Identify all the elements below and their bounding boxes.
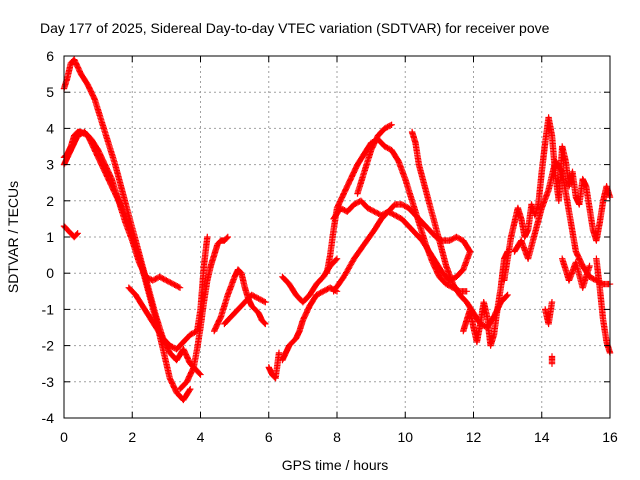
- series-track-c: [60, 128, 184, 291]
- x-tick-label: 14: [534, 429, 550, 445]
- data-point-markers: [279, 284, 341, 364]
- y-tick-label: -2: [42, 338, 55, 354]
- y-tick-label: 1: [46, 229, 54, 245]
- series-track-p: [408, 128, 511, 331]
- data-point-markers: [265, 349, 283, 382]
- grid-layer: [64, 56, 610, 418]
- series-track-h: [221, 291, 269, 328]
- x-tick-label: 6: [265, 429, 273, 445]
- series-track-j: [279, 284, 341, 364]
- y-tick-label: -1: [42, 301, 55, 317]
- data-point-markers: [211, 266, 269, 335]
- y-tick-label: -3: [42, 374, 55, 390]
- data-point-markers: [60, 128, 194, 404]
- data-point-markers: [559, 255, 593, 291]
- series-track-b: [60, 128, 194, 404]
- y-tick-label: -4: [42, 410, 55, 426]
- data-point-markers: [60, 56, 204, 378]
- series-track-g: [211, 266, 269, 335]
- y-tick-label: 0: [46, 265, 54, 281]
- x-tick-label: 12: [466, 429, 482, 445]
- x-axis-label: GPS time / hours: [282, 457, 389, 473]
- series-track-f: [176, 233, 231, 393]
- series-track-n: [330, 201, 474, 295]
- data-point-markers: [176, 233, 231, 393]
- data-point-markers: [354, 121, 395, 197]
- y-tick-label: 5: [46, 84, 54, 100]
- x-tick-label: 10: [397, 429, 413, 445]
- y-axis-label: SDTVAR / TECUs: [5, 181, 21, 293]
- data-point-markers: [542, 298, 556, 328]
- marks-layer: [60, 56, 614, 404]
- ticks-layer: [63, 55, 611, 419]
- y-tick-label: 3: [46, 157, 54, 173]
- x-tick-label: 4: [197, 429, 205, 445]
- data-point-markers: [330, 201, 474, 295]
- series-track-a: [60, 56, 204, 378]
- series-track-v: [593, 255, 614, 357]
- chart-title: Day 177 of 2025, Sidereal Day-to-day VTE…: [40, 20, 550, 36]
- series-track-t: [542, 298, 556, 328]
- y-tick-label: 4: [46, 120, 54, 136]
- data-point-markers: [221, 291, 269, 328]
- x-tick-label: 0: [60, 429, 68, 445]
- series-track-r: [501, 114, 614, 284]
- x-tick-label: 16: [602, 429, 618, 445]
- series-track-i: [265, 349, 283, 382]
- y-tick-label: 6: [46, 48, 54, 64]
- data-point-markers: [548, 353, 556, 367]
- y-tick-label: 2: [46, 193, 54, 209]
- data-point-markers: [60, 128, 184, 291]
- data-point-markers: [593, 255, 614, 357]
- data-point-markers: [501, 114, 614, 284]
- x-tick-label: 2: [128, 429, 136, 445]
- series-track-u: [548, 353, 556, 367]
- data-point-markers: [408, 128, 511, 331]
- series-track-w: [559, 255, 593, 291]
- x-tick-label: 8: [333, 429, 341, 445]
- series-track-o: [354, 121, 395, 197]
